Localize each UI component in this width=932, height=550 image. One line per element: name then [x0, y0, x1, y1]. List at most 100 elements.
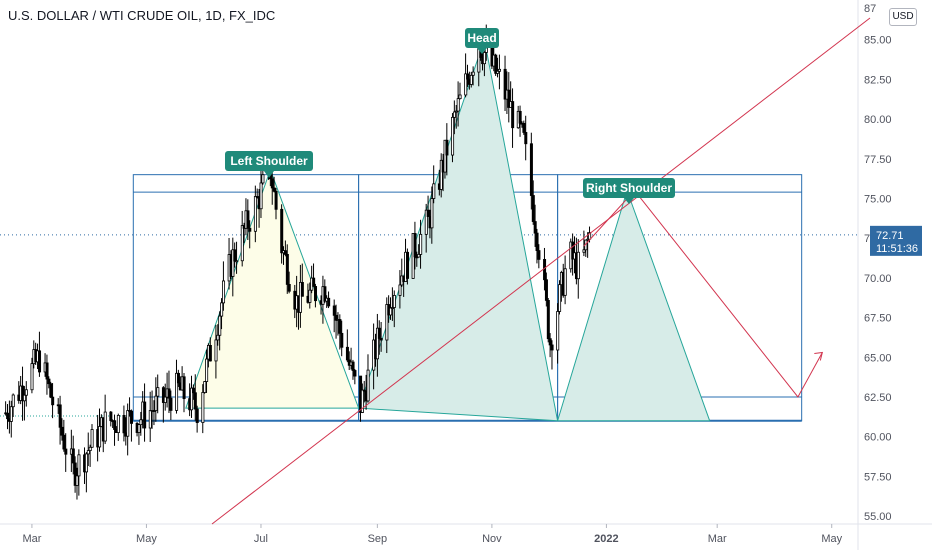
y-tick-label: 70.00 [864, 273, 892, 285]
candle-body [259, 182, 263, 210]
candle-body [201, 392, 205, 423]
candle-body [287, 284, 291, 292]
candle-body [261, 174, 265, 184]
candle-body [518, 110, 522, 124]
candle-body [6, 412, 10, 420]
candle-body [161, 387, 165, 403]
candle-body [21, 385, 25, 402]
projection-path [583, 189, 823, 398]
candle-body [235, 260, 239, 263]
candle-body [73, 462, 77, 486]
candle-body [507, 89, 511, 108]
candle-body [154, 395, 158, 411]
last-price-label: 72.71 [876, 230, 904, 242]
candle-body [511, 101, 515, 129]
candle-body [130, 410, 134, 424]
candle-body [190, 387, 194, 411]
candle-body [323, 286, 327, 302]
candle-body [345, 346, 349, 361]
candle-body [360, 389, 364, 413]
candle-body [298, 282, 302, 313]
candle-body [137, 424, 141, 433]
candle-body [64, 448, 68, 455]
head-triangle [357, 37, 559, 422]
candle-body [314, 286, 318, 302]
candle-body [116, 414, 120, 433]
candle-body [531, 195, 535, 222]
candle-body [148, 410, 152, 429]
candle-body [205, 358, 209, 382]
candle-body [246, 210, 250, 229]
candle-body [195, 408, 199, 423]
candle-body [300, 282, 304, 297]
candle-body [139, 419, 143, 426]
candle-body [451, 116, 455, 156]
x-tick-label: May [136, 533, 157, 545]
candle-body [417, 253, 421, 258]
candle-body [71, 448, 75, 464]
candle-body [220, 302, 224, 317]
chart-title: U.S. DOLLAR / WTI CRUDE OIL, 1D, FX_IDC [8, 8, 276, 23]
y-tick-label: 62.50 [864, 392, 892, 404]
candle-body [503, 68, 507, 100]
y-tick-label: 55.00 [864, 511, 892, 523]
candle-body [122, 414, 126, 434]
candle-body [537, 250, 541, 260]
candle-body [556, 311, 560, 351]
x-tick-label: May [821, 533, 842, 545]
candle-body [582, 249, 586, 253]
y-tick-label: 75.00 [864, 193, 892, 205]
candle-body [175, 372, 179, 411]
candle-body [176, 372, 180, 384]
trendlines [211, 17, 871, 525]
left-shoulder-box [225, 151, 313, 171]
y-tick-label: 57.50 [864, 471, 892, 483]
candle-body [482, 52, 486, 65]
candle-body [49, 383, 53, 398]
rising-trendline [211, 17, 871, 525]
right-shoulder-label: Right Shoulder [586, 181, 672, 195]
candle-body [222, 280, 226, 304]
head-label: Head [467, 31, 496, 45]
candle-body [456, 98, 460, 112]
candle-body [419, 233, 423, 255]
candle-body [126, 410, 130, 437]
head-pointer [477, 48, 487, 54]
y-tick-label: 85.00 [864, 35, 892, 47]
candle-body [191, 387, 195, 394]
candle-body [285, 253, 289, 285]
candle-body [84, 453, 88, 473]
candle-body [471, 71, 475, 76]
candle-body [280, 208, 284, 254]
candle-body [38, 350, 42, 373]
candle-body [248, 227, 252, 232]
candle-body [156, 387, 160, 397]
candle-body [169, 397, 173, 411]
candle-body [522, 122, 526, 133]
candle-body [351, 361, 355, 371]
candle-body [533, 221, 537, 234]
candle-body [216, 334, 220, 341]
x-tick-label: Nov [482, 533, 502, 545]
candle-body [103, 411, 107, 442]
x-axis: Mar May Jul Sep Nov 2022 Mar May [22, 524, 843, 545]
candle-body [524, 132, 528, 145]
candle-body [377, 327, 381, 339]
x-tick-label: 2022 [594, 533, 618, 545]
candle-body [389, 307, 393, 316]
candle-body [430, 198, 434, 229]
candle-body [458, 94, 462, 100]
currency-button[interactable]: USD [889, 8, 917, 26]
candle-body [272, 187, 276, 192]
candle-body [544, 279, 548, 301]
candle-body [576, 251, 580, 280]
candle-body [231, 249, 235, 277]
candle-body [392, 295, 396, 308]
candle-body [30, 363, 34, 391]
candle-body [496, 70, 500, 74]
candle-body [58, 404, 62, 428]
candle-body [454, 110, 458, 113]
candle-body [203, 381, 207, 393]
right-shoulder-triangle [556, 188, 711, 422]
candle-body [152, 410, 156, 412]
